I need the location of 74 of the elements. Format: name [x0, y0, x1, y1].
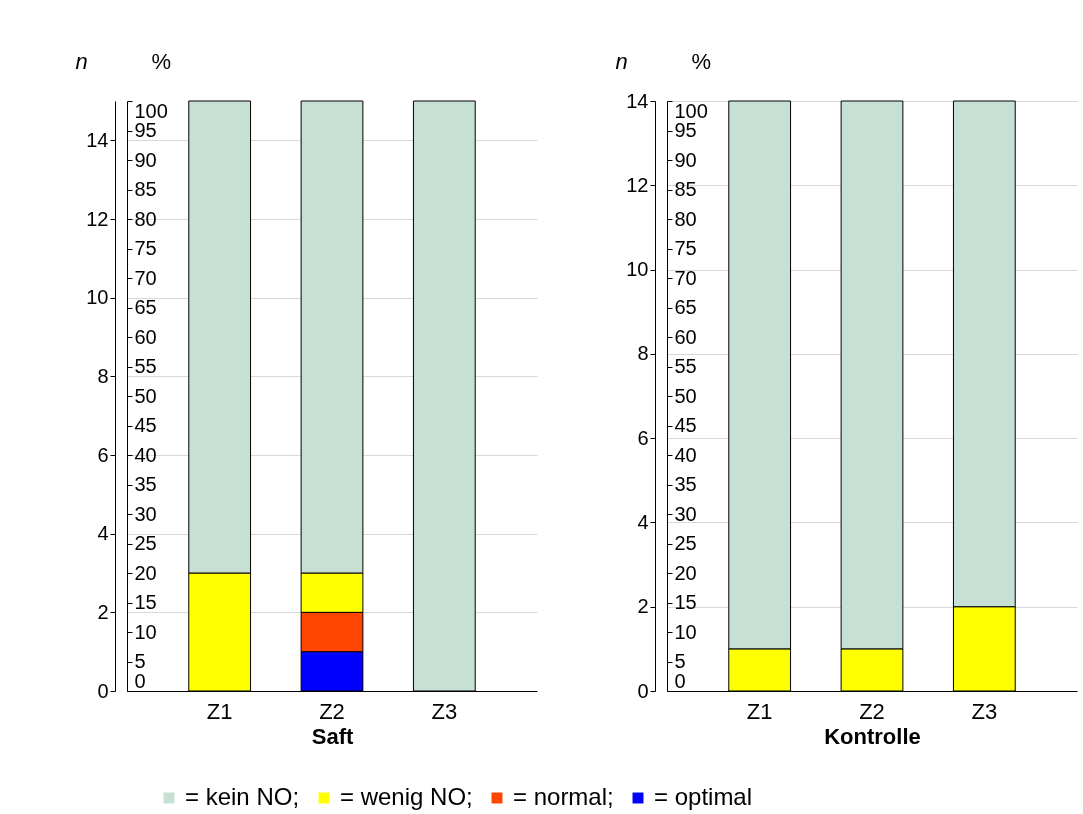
- x-axis-title: Saft: [311, 723, 354, 749]
- x-tick-label: Z1: [746, 698, 773, 724]
- y2-tick-label: 15: [674, 591, 697, 613]
- legend-label: = normal;: [513, 783, 614, 810]
- y-axis-title: n: [615, 48, 628, 74]
- y2-tick-label: 55: [134, 355, 157, 377]
- y2-tick-label: 40: [134, 443, 157, 466]
- y-tick-label: 12: [626, 173, 649, 196]
- y2-tick-label: 60: [134, 325, 157, 348]
- y2-tick-label: 85: [134, 178, 157, 200]
- y-tick-label: 10: [86, 286, 109, 309]
- y2-tick-label: 20: [134, 561, 157, 584]
- y2-tick-label: 0: [134, 669, 146, 692]
- y2-axis-title: %: [691, 48, 712, 74]
- y-tick-label: 6: [97, 443, 109, 466]
- y2-tick-label: 90: [134, 148, 157, 171]
- y2-tick-label: 60: [674, 325, 697, 348]
- y2-tick-label: 45: [674, 414, 697, 436]
- y-tick-label: 2: [97, 600, 109, 623]
- y2-tick-label: 65: [674, 296, 697, 318]
- y2-tick-label: 10: [134, 620, 157, 643]
- legend-label: = kein NO;: [185, 783, 300, 810]
- y2-tick-label: 15: [134, 591, 157, 613]
- y2-tick-label: 50: [134, 384, 157, 407]
- y2-tick-label: 100: [134, 99, 168, 122]
- y-tick-label: 6: [637, 426, 649, 449]
- y2-tick-label: 35: [134, 473, 157, 495]
- y2-axis-title: %: [151, 48, 172, 74]
- y-tick-label: 4: [637, 510, 649, 533]
- x-tick-label: Z3: [431, 698, 458, 724]
- y2-tick-label: 30: [134, 502, 157, 525]
- y2-tick-label: 95: [134, 119, 157, 141]
- y2-tick-label: 40: [674, 443, 697, 466]
- legend-label: = wenig NO;: [340, 783, 473, 810]
- y2-tick-label: 20: [674, 561, 697, 584]
- y2-tick-label: 30: [674, 502, 697, 525]
- x-tick-label: Z2: [319, 698, 345, 724]
- legend-label: = optimal: [654, 783, 753, 810]
- y2-tick-label: 25: [674, 532, 697, 554]
- x-tick-label: Z1: [206, 698, 233, 724]
- y2-tick-label: 75: [674, 237, 697, 259]
- y2-tick-label: 80: [674, 207, 697, 230]
- y2-tick-label: 10: [674, 620, 697, 643]
- y-axis-title: n: [75, 48, 88, 74]
- y2-tick-label: 0: [674, 669, 686, 692]
- y2-tick-label: 95: [674, 119, 697, 141]
- y2-tick-label: 65: [134, 296, 157, 318]
- y2-tick-label: 100: [674, 99, 708, 122]
- x-tick-label: Z3: [971, 698, 998, 724]
- y2-tick-label: 75: [134, 237, 157, 259]
- y-tick-label: 4: [97, 522, 109, 545]
- y2-tick-label: 55: [674, 355, 697, 377]
- y2-tick-label: 5: [674, 650, 686, 672]
- y-tick-label: 0: [97, 679, 109, 702]
- y-tick-label: 14: [626, 89, 649, 112]
- y-tick-label: 0: [637, 679, 649, 702]
- y2-tick-label: 50: [674, 384, 697, 407]
- y-tick-label: 12: [86, 207, 109, 230]
- y2-tick-label: 70: [674, 266, 697, 289]
- y-tick-label: 8: [97, 364, 109, 387]
- x-axis-title: Kontrolle: [824, 723, 921, 749]
- y2-tick-label: 85: [674, 178, 697, 200]
- y-tick-label: 8: [637, 342, 649, 365]
- y2-tick-label: 25: [134, 532, 157, 554]
- y2-tick-label: 90: [674, 148, 697, 171]
- y-tick-label: 2: [637, 595, 649, 618]
- y2-tick-label: 35: [674, 473, 697, 495]
- y2-tick-label: 80: [134, 207, 157, 230]
- y2-tick-label: 5: [134, 650, 146, 672]
- y2-tick-label: 70: [134, 266, 157, 289]
- x-tick-label: Z2: [859, 698, 885, 724]
- y2-tick-label: 45: [134, 414, 157, 436]
- y-tick-label: 14: [86, 128, 109, 151]
- y-tick-label: 10: [626, 258, 649, 281]
